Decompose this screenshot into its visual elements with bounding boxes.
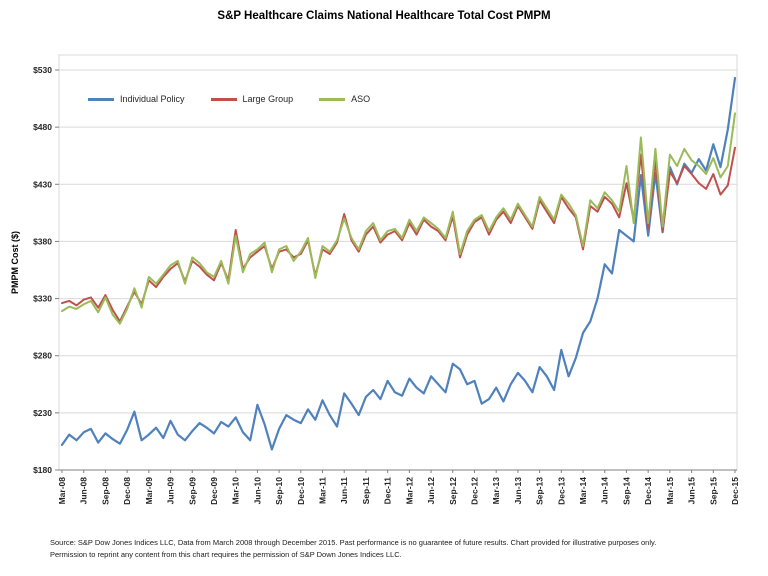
x-tick-label: Jun-13	[513, 477, 523, 505]
y-tick-label: $180	[33, 465, 52, 475]
x-tick-label: Jun-10	[252, 477, 262, 505]
x-tick-label: Mar-09	[144, 477, 154, 505]
x-tick-label: Jun-09	[166, 477, 176, 505]
x-tick-label: Jun-11	[339, 477, 349, 504]
x-tick-label: Mar-11	[318, 477, 328, 504]
x-tick-label: Jun-15	[687, 477, 697, 505]
y-tick-label: $530	[33, 65, 52, 75]
x-tick-label: Sep-10	[274, 477, 284, 505]
series-line-individual-policy	[60, 76, 737, 451]
source-footnote-line2: Permission to reprint any content from t…	[50, 550, 402, 559]
plot-border	[58, 54, 738, 471]
chart-title: S&P Healthcare Claims National Healthcar…	[217, 10, 551, 22]
y-tick-label: $280	[33, 351, 52, 361]
legend-item-individual-policy: Individual Policy	[88, 94, 185, 104]
x-tick-label: Mar-15	[665, 477, 675, 505]
y-tick-label: $430	[33, 179, 52, 189]
x-tick-label: Mar-14	[578, 477, 588, 505]
x-tick-label: Dec-08	[122, 477, 132, 505]
x-tick-label: Dec-13	[556, 477, 566, 505]
legend-label: ASO	[351, 94, 371, 104]
x-tick-label: Jun-14	[600, 477, 610, 505]
x-tick-label: Dec-15	[730, 477, 740, 505]
chart-legend: Individual Policy Large Group ASO	[88, 94, 370, 104]
x-tick-label: Sep-09	[187, 477, 197, 505]
y-tick-label: $230	[33, 408, 52, 418]
x-tick-label: Jun-12	[426, 477, 436, 505]
y-tick-label: $480	[33, 122, 52, 132]
x-tick-label: Mar-12	[404, 477, 414, 505]
legend-label: Large Group	[242, 94, 294, 104]
x-tick-label: Sep-11	[361, 477, 371, 505]
x-tick-label: Dec-14	[643, 477, 653, 505]
legend-item-large-group: Large Group	[210, 94, 294, 104]
legend-line-swatch	[319, 97, 346, 101]
y-axis-title: PMPM Cost ($)	[10, 231, 20, 294]
source-footnote: Source: S&P Dow Jones Indices LLC, Data …	[50, 537, 740, 561]
series-line-aso	[61, 112, 736, 325]
x-tick-label: Dec-11	[383, 477, 393, 505]
x-tick-label: Sep-15	[708, 477, 718, 505]
x-tick-label: Dec-09	[209, 477, 219, 505]
legend-label: Individual Policy	[120, 94, 185, 104]
y-tick-label: $330	[33, 294, 52, 304]
x-tick-label: Sep-13	[535, 477, 545, 505]
y-tick-label: $380	[33, 236, 52, 246]
x-tick-label: Sep-14	[621, 477, 631, 505]
x-tick-label: Mar-10	[231, 477, 241, 505]
x-tick-label: Mar-08	[57, 477, 67, 505]
legend-line-swatch	[210, 97, 237, 101]
legend-line-swatch	[88, 97, 114, 101]
source-footnote-line1: Source: S&P Dow Jones Indices LLC, Data …	[50, 538, 657, 547]
x-tick-label: Mar-13	[491, 477, 501, 505]
legend-item-aso: ASO	[319, 94, 370, 104]
x-tick-label: Dec-10	[296, 477, 306, 505]
series-line-large-group	[61, 146, 736, 323]
x-tick-label: Jun-08	[79, 477, 89, 505]
x-tick-label: Dec-12	[469, 477, 479, 505]
x-tick-label: Sep-12	[448, 477, 458, 505]
x-tick-label: Sep-08	[100, 477, 110, 505]
